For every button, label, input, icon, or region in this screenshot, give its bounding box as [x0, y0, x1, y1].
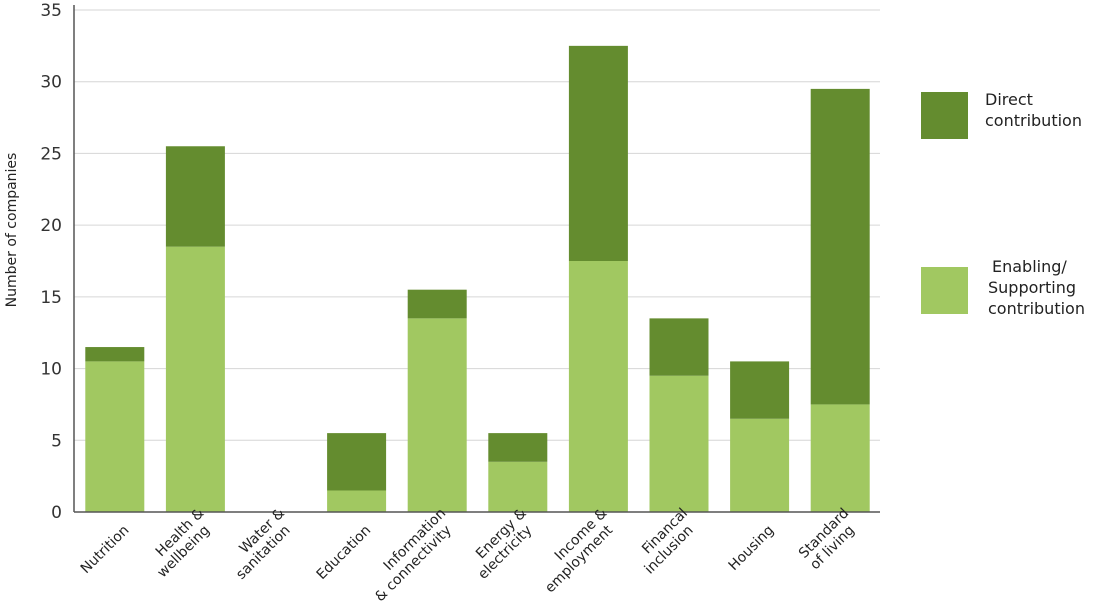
y-tick-label: 35: [40, 1, 62, 21]
x-tick-label: Energy &electricity: [473, 505, 536, 582]
bar-segment-enabling: [327, 490, 387, 512]
bar-segment-direct: [488, 433, 548, 462]
legend-label: Supporting: [988, 278, 1076, 297]
y-tick-labels: 0 5 10 15 20 25 30 35: [40, 1, 62, 523]
y-tick-label: 10: [40, 360, 62, 380]
x-tick-label: Information& connectivity: [372, 505, 455, 601]
x-tick-label: Water &sanitation: [233, 505, 293, 582]
bar-segment-direct: [568, 45, 628, 261]
y-tick-label: 30: [40, 73, 62, 93]
bar-segment-enabling: [810, 404, 870, 512]
y-tick-label: 15: [40, 288, 62, 308]
x-tick-label-line: Housing: [726, 522, 778, 574]
bar-segment-enabling: [85, 361, 145, 512]
bar-segment-enabling: [488, 461, 548, 512]
x-tick-label: Housing: [726, 522, 778, 574]
bar-segment-direct: [730, 361, 790, 419]
bar-segment-enabling: [407, 318, 467, 512]
legend-label: Direct: [985, 90, 1033, 109]
legend-swatch-enabling: [921, 267, 968, 314]
legend-label: contribution: [988, 299, 1085, 318]
x-tick-label: Health &wellbeing: [153, 505, 213, 581]
legend-label: Enabling/: [992, 257, 1067, 276]
x-tick-label-line: Education: [314, 522, 375, 583]
bars: [85, 45, 870, 512]
x-tick-label: Nutrition: [78, 522, 133, 577]
y-tick-label: 20: [40, 216, 62, 236]
bar-segment-enabling: [568, 261, 628, 512]
y-tick-label: 5: [51, 431, 62, 451]
bar-segment-direct: [165, 146, 225, 247]
bar-segment-enabling: [165, 246, 225, 512]
legend-swatch-direct: [921, 92, 968, 139]
y-axis-label: Number of companies: [4, 153, 20, 308]
bar-segment-direct: [810, 88, 870, 405]
y-tick-label: 0: [51, 503, 62, 523]
bar-segment-direct: [407, 289, 467, 319]
x-tick-label: Income &employment: [542, 505, 616, 596]
bar-segment-direct: [649, 318, 709, 376]
bar-segment-enabling: [730, 418, 790, 512]
legend-label: contribution: [985, 111, 1082, 130]
x-tick-label-line: Nutrition: [78, 522, 133, 577]
x-tick-label: Education: [314, 522, 375, 583]
bar-segment-enabling: [649, 375, 709, 512]
bar-segment-direct: [327, 433, 387, 491]
y-tick-label: 25: [40, 144, 62, 164]
legend: Enabling/Supporting contribution Direct con…: [921, 90, 1085, 318]
bar-segment-direct: [85, 347, 145, 362]
x-tick-labels: Nutrition Health &wellbeing Water &sanitat…: [78, 505, 858, 601]
